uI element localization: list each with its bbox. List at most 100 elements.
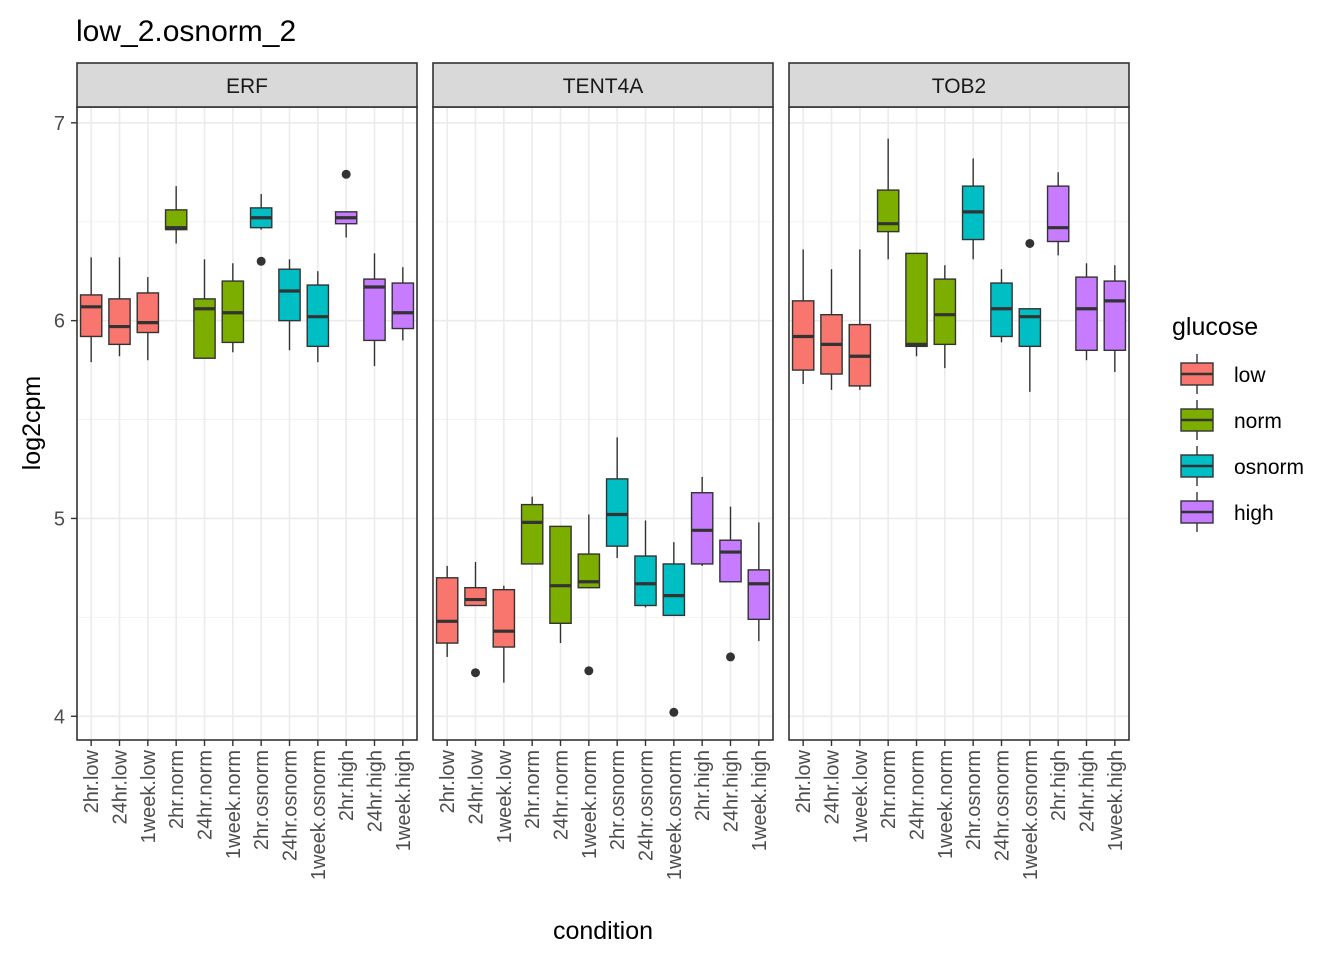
box-body	[108, 298, 131, 346]
x-tick-label: 1week.norm	[935, 750, 957, 859]
box-2hr.norm	[520, 496, 544, 565]
x-tick-label: 2hr.high	[692, 750, 714, 821]
x-tick-label: 2hr.high	[1048, 750, 1070, 821]
legend-item-low: low	[1180, 354, 1266, 394]
box-body	[577, 553, 601, 589]
box-body	[1103, 280, 1127, 352]
box-2hr.low	[791, 249, 815, 384]
x-tick-label: 1week.low	[850, 749, 872, 843]
box-1week.osnorm	[662, 542, 686, 717]
x-tick-label: 1week.osnorm	[664, 750, 686, 880]
x-tick-label: 1week.low	[138, 749, 160, 843]
strip-label: TENT4A	[563, 75, 644, 98]
x-tick-label: 1week.high	[749, 750, 771, 851]
x-tick-label: 2hr.osnorm	[607, 750, 629, 850]
y-tick-label: 5	[54, 508, 65, 530]
box-2hr.osnorm	[961, 158, 985, 260]
box-2hr.high	[334, 169, 358, 238]
box-24hr.osnorm	[634, 520, 657, 608]
outlier-point	[341, 169, 351, 179]
box-1week.osnorm	[1018, 238, 1042, 392]
box-body	[278, 268, 301, 322]
box-2hr.low	[79, 257, 103, 363]
box-1week.norm	[933, 265, 957, 369]
x-tick-label: 2hr.low	[81, 749, 103, 813]
strip-background	[788, 62, 1130, 108]
box-body	[164, 209, 188, 231]
legend-item-osnorm: osnorm	[1180, 446, 1304, 486]
y-tick-label: 4	[54, 706, 65, 728]
box-body	[662, 563, 686, 617]
panel-background	[77, 107, 417, 740]
box-1week.low	[848, 249, 872, 390]
panel-background	[789, 107, 1129, 740]
legend-item-high: high	[1180, 492, 1274, 532]
outlier-point	[584, 666, 594, 676]
x-tick-label: 24hr.high	[721, 750, 743, 832]
box-body	[391, 282, 415, 330]
legend-label: osnorm	[1234, 456, 1304, 479]
box-24hr.low	[820, 269, 843, 390]
box-body	[492, 588, 516, 648]
x-tick-label: 1week.osnorm	[308, 750, 330, 880]
strip-label: TOB2	[932, 75, 986, 98]
legend-item-norm: norm	[1180, 400, 1282, 440]
legend-label: norm	[1234, 410, 1282, 433]
x-tick-label: 2hr.norm	[522, 750, 544, 829]
outlier-point	[669, 707, 679, 717]
box-body	[520, 503, 544, 565]
x-tick-label: 1week.high	[1105, 750, 1127, 851]
box-body	[193, 298, 216, 359]
strip-background	[432, 62, 774, 108]
x-tick-label: 2hr.low	[793, 749, 815, 813]
box-body	[747, 569, 771, 621]
box-body	[719, 539, 742, 583]
x-tick-label: 1week.norm	[579, 750, 601, 859]
x-tick-label: 24hr.high	[365, 750, 387, 832]
box-body	[634, 555, 657, 607]
box-1week.high	[747, 522, 771, 642]
box-body	[690, 492, 714, 565]
box-body	[464, 586, 487, 607]
box-1week.low	[492, 585, 516, 683]
box-body	[79, 294, 103, 338]
legend-label: high	[1234, 502, 1274, 525]
box-24hr.osnorm	[990, 269, 1013, 343]
box-body	[1075, 276, 1098, 352]
y-axis-title: log2cpm	[18, 376, 46, 471]
facet-tob2: TOB2 2hr.low 24hr.low 1week.low 2hr.norm 24hr…	[788, 62, 1130, 880]
y-tick-label: 6	[54, 311, 65, 333]
x-tick-label: 2hr.norm	[166, 750, 188, 829]
outlier-point	[471, 668, 480, 678]
x-tick-label: 24hr.norm	[907, 750, 929, 840]
x-tick-label: 24hr.low	[822, 749, 844, 824]
box-2hr.osnorm	[605, 437, 629, 559]
box-24hr.norm	[905, 252, 928, 357]
box-body	[549, 525, 572, 624]
box-body	[605, 478, 629, 547]
x-tick-label: 24hr.norm	[551, 750, 573, 840]
box-24hr.norm	[549, 525, 572, 644]
plot-title: low_2.osnorm_2	[76, 15, 296, 48]
box-24hr.low	[108, 257, 131, 357]
box-body	[435, 577, 459, 644]
x-tick-label: 2hr.high	[336, 750, 358, 821]
box-body	[905, 252, 928, 348]
x-tick-label: 2hr.low	[437, 749, 459, 813]
x-tick-label: 24hr.norm	[195, 750, 217, 840]
box-1week.norm	[221, 263, 245, 353]
box-1week.low	[136, 277, 160, 361]
facet-panels: ERF 2hr.low 24hr.low 1week.low 2hr.norm 24hr.…	[54, 62, 1130, 880]
x-tick-label: 2hr.norm	[878, 750, 900, 829]
facet-tent4a: TENT4A 2hr.low 24hr.low 1week.low 2hr.norm 24…	[432, 62, 774, 880]
box-body	[1018, 308, 1042, 348]
box-24hr.norm	[193, 259, 216, 359]
outlier-point	[726, 652, 735, 662]
x-tick-label: 1week.low	[494, 749, 516, 843]
box-2hr.norm	[164, 186, 188, 244]
box-1week.norm	[577, 514, 601, 676]
outlier-point	[1025, 238, 1035, 248]
box-body	[136, 292, 160, 334]
box-body	[933, 278, 957, 346]
facet-erf: ERF 2hr.low 24hr.low 1week.low 2hr.norm 24hr.…	[54, 62, 418, 880]
